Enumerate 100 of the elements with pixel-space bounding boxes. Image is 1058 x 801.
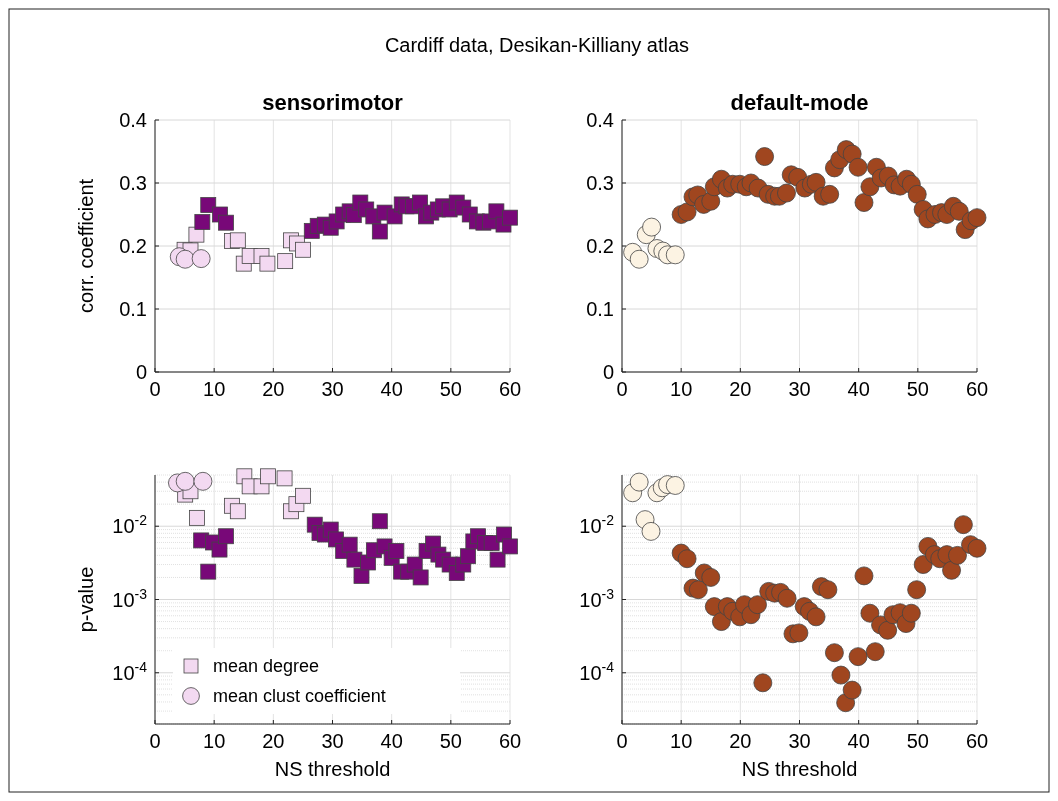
point [677,202,697,222]
point [848,157,868,177]
y-tick-label: 10$^{-4}$ [579,658,615,684]
point [842,680,862,700]
point [642,217,661,237]
point [806,172,826,192]
point [831,665,851,685]
point [854,193,874,212]
x-tick-label: 50 [906,730,929,752]
point [489,551,506,568]
y-axis-title: corr. coefficient [75,178,97,314]
point [193,471,213,491]
y-tick-label: 10$^{-2}$ [579,512,615,538]
point [789,623,809,643]
x-axis-title: NS threshold [741,758,858,780]
x-tick-label: 30 [321,730,344,752]
x-tick-label: 10 [670,378,693,400]
chart-title: sensorimotor [262,90,404,115]
x-tick-label: 40 [380,378,403,400]
point [665,476,685,495]
y-tick-label: 0.1 [119,298,147,320]
point [820,184,840,204]
point [953,515,973,535]
x-tick-label: 50 [906,378,929,400]
y-tick-label: 0.2 [586,235,614,257]
point [949,201,969,221]
x-tick-label: 40 [847,730,870,752]
x-tick-label: 30 [788,730,811,752]
x-tick-label: 50 [439,378,462,400]
point [748,595,767,615]
y-tick-label: 10$^{-3}$ [112,585,148,611]
point [688,580,708,600]
point [677,549,697,569]
legend-label: mean degree [213,656,320,677]
y-tick-label: 0.3 [586,172,614,194]
x-tick-label: 20 [729,730,752,752]
x-tick-label: 20 [729,378,752,400]
point [948,545,967,565]
point [777,183,796,203]
y-tick-label: 0.2 [119,235,147,257]
point [860,603,880,623]
point [907,184,927,204]
y-tick-label: 10$^{-2}$ [112,512,148,538]
point [218,528,234,545]
x-tick-label: 30 [321,378,344,400]
point [665,245,685,265]
x-tick-label: 30 [788,378,811,400]
y-tick-label: 0 [602,361,614,383]
point [412,569,429,586]
point [753,673,773,693]
x-tick-label: 10 [670,730,693,752]
point [878,620,898,640]
point [848,647,868,667]
point [371,513,388,530]
point [913,555,933,574]
point [629,249,649,269]
y-tick-label: 0.3 [119,172,147,194]
point [502,538,518,555]
point [641,521,661,541]
y-tick-label: 0.4 [586,109,614,131]
x-tick-label: 60 [965,730,989,752]
point [901,603,921,623]
x-tick-label: 50 [439,730,462,752]
point [865,642,885,662]
x-tick-label: 10 [203,378,226,400]
y-tick-label: 10$^{-3}$ [579,585,615,611]
point [460,548,476,565]
point [942,560,961,580]
point [371,223,388,240]
point [825,643,844,663]
point [218,214,234,231]
x-tick-label: 60 [498,730,522,752]
y-axis-title: p-value [75,566,97,633]
x-tick-label: 40 [380,730,403,752]
point [701,568,721,587]
point [712,612,731,631]
x-tick-label: 20 [262,730,285,752]
x-axis-title: NS threshold [274,758,391,780]
point [191,249,211,268]
point [388,543,405,559]
point [200,563,217,580]
point [211,541,228,558]
point [175,471,195,491]
y-tick-label: 0.4 [119,109,147,131]
point [907,580,927,600]
point [483,535,500,551]
point [818,580,838,600]
x-tick-label: 60 [498,378,522,400]
y-tick-label: 10$^{-4}$ [112,658,148,684]
point [967,208,987,228]
point [341,536,358,553]
x-tick-label: 40 [847,378,870,400]
point [194,214,211,230]
point [629,472,649,492]
point [755,147,774,166]
x-tick-label: 10 [203,730,226,752]
point [777,588,797,608]
x-tick-label: 20 [262,378,285,400]
point [854,566,874,586]
y-tick-label: 0.1 [586,298,614,320]
